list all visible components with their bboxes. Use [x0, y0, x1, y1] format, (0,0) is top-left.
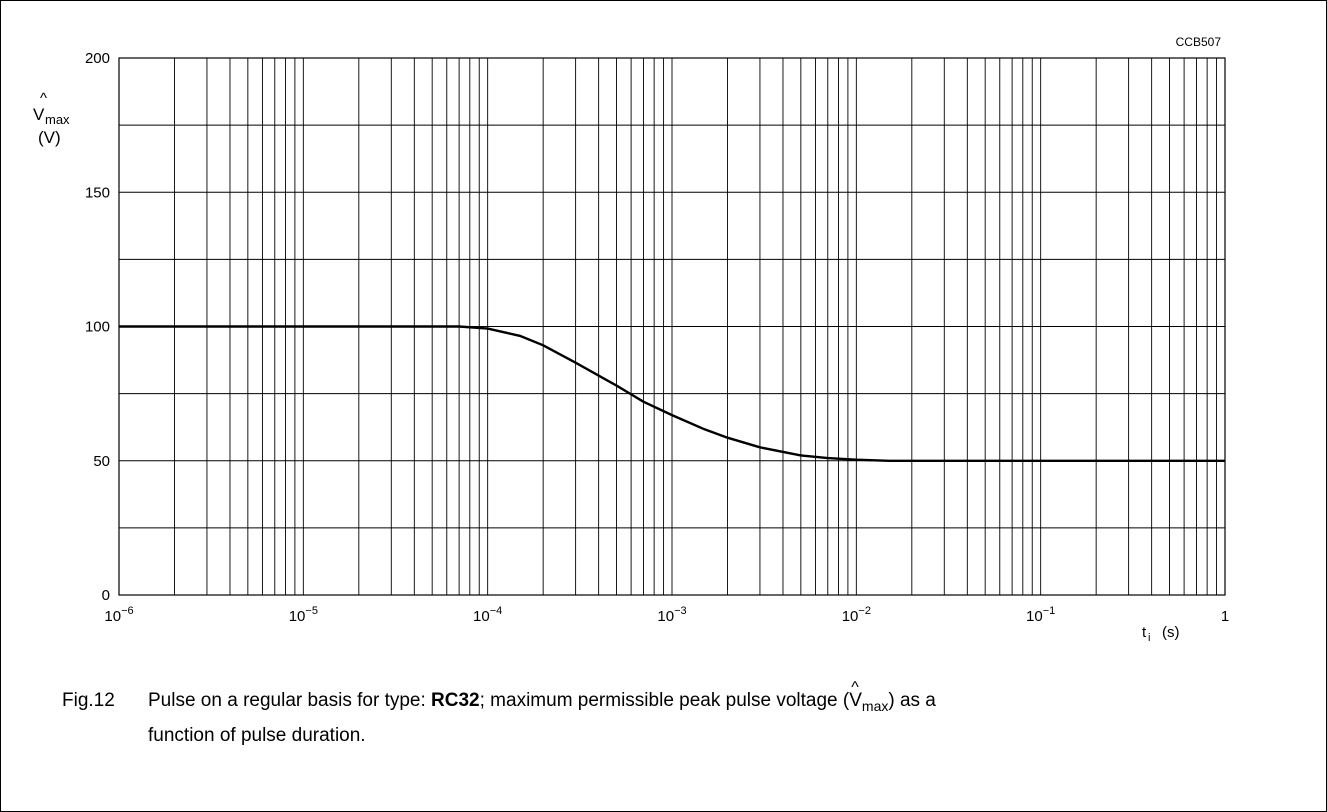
caption-line-2: function of pulse duration.: [148, 724, 366, 746]
y-tick-labels: 0 50 100 150 200: [85, 50, 110, 604]
caption-v-sub: max: [861, 697, 889, 714]
chart-code: CCB507: [1176, 35, 1222, 49]
y-axis-hat: ^: [40, 90, 47, 107]
x-tick-label: 1: [1221, 608, 1229, 625]
x-axis-sub: i: [1148, 632, 1150, 644]
y-tick-label: 0: [102, 587, 110, 604]
caption-text-before: Pulse on a regular basis for type:: [148, 690, 432, 711]
figure-caption: Fig.12 Pulse on a regular basis for type:…: [62, 679, 1282, 751]
x-tick-label: 10−1: [1026, 605, 1055, 625]
x-tick-label: 10−2: [842, 605, 871, 625]
x-tick-label: 10−4: [473, 605, 502, 625]
chart: 0 50 100 150 200 10−6 10−5 10−4 10−3 10−2 10−1 1 C…: [33, 35, 1229, 644]
x-tick-label: 10−3: [657, 605, 686, 625]
caption-v-hat: ^: [851, 679, 859, 696]
y-axis-unit: (V): [38, 128, 61, 147]
series-line: [119, 325, 1225, 462]
x-axis-unit: (s): [1162, 624, 1180, 641]
caption-text-after: ) as a: [888, 690, 936, 711]
x-axis-symbol: t: [1142, 624, 1147, 641]
y-tick-label: 150: [85, 184, 110, 201]
x-tick-labels: 10−6 10−5 10−4 10−3 10−2 10−1 1: [104, 605, 1229, 625]
y-axis-symbol: V: [33, 105, 45, 124]
x-tick-label: 10−6: [104, 605, 133, 625]
caption-type: RC32: [431, 690, 480, 711]
caption-line-1: Fig.12 Pulse on a regular basis for type:…: [62, 679, 1282, 721]
y-axis-sub: max: [45, 112, 70, 127]
caption-fig-number: Fig.12: [62, 690, 115, 711]
caption-text-mid: ; maximum permissible peak pulse voltage…: [479, 690, 850, 711]
y-tick-label: 50: [93, 453, 110, 470]
caption-v-symbol: V: [849, 690, 862, 711]
y-tick-label: 100: [85, 319, 110, 336]
x-tick-label: 10−5: [289, 605, 318, 625]
y-tick-label: 200: [85, 50, 110, 67]
